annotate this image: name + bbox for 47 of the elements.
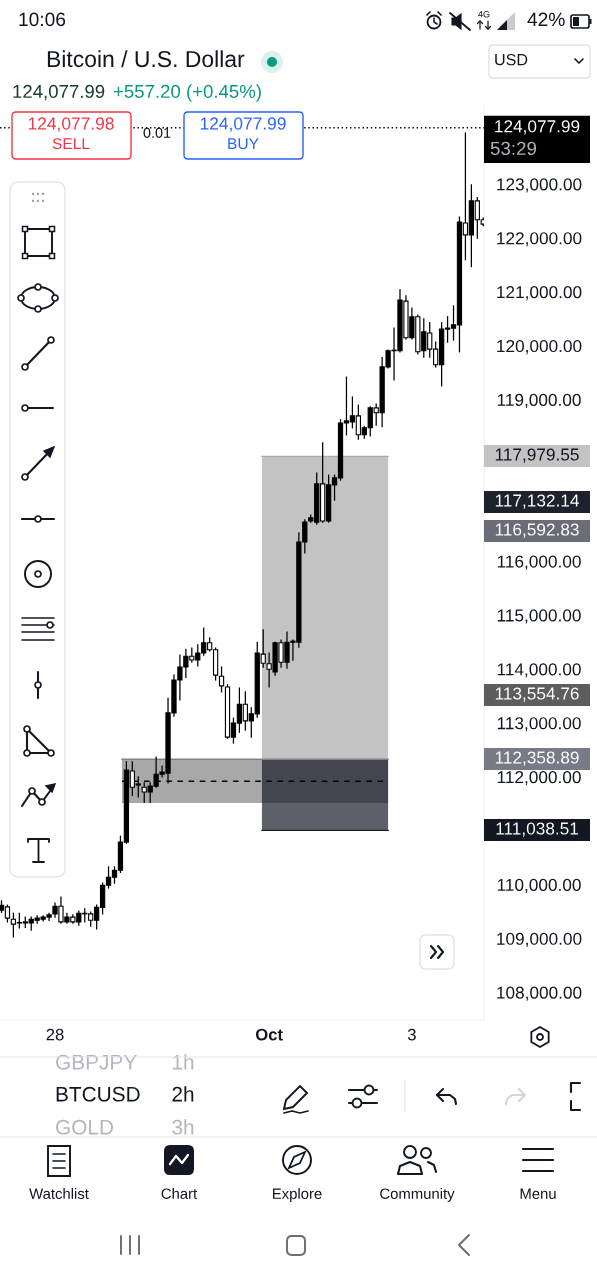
y-tick-label: 123,000.00	[497, 178, 582, 193]
y-tick-label: 116,000.00	[497, 555, 581, 570]
y-tick-label: 121,000.00	[497, 286, 582, 301]
y-tick-label: 108,000.00	[497, 986, 582, 1001]
text: 4G	[478, 11, 490, 18]
text: 124,077.99	[495, 120, 580, 135]
ref-line-label: 124,077.99	[200, 117, 286, 132]
text: 116,592.83	[495, 523, 579, 538]
y-tick-label: 109,000.00	[497, 932, 582, 947]
text: 117,979.55	[495, 448, 579, 463]
text: 53:29	[490, 141, 537, 156]
chart-title: Bitcoin / U.S. Dollar	[47, 50, 245, 68]
y-tick-label: 112,000.00	[497, 771, 581, 786]
text: Explore	[273, 1188, 322, 1202]
text: Chart	[161, 1188, 198, 1199]
y-tick-label: 119,000.00	[497, 393, 581, 409]
text: 42%	[527, 12, 565, 27]
annotation: BUY	[228, 138, 259, 150]
x-tick-label: Oct	[255, 1028, 283, 1041]
text: Menu	[520, 1188, 556, 1199]
text: USD	[495, 53, 528, 66]
x-tick-label: 3	[407, 1028, 416, 1041]
text: 3h	[172, 1119, 194, 1135]
y-tick-label: 114,000.00	[497, 663, 581, 678]
text: Watchlist	[29, 1188, 89, 1199]
text: GOLD	[56, 1119, 114, 1135]
text: 10:06	[19, 12, 66, 27]
annotation: 124,077.98	[28, 117, 114, 132]
text: Community	[380, 1188, 455, 1202]
y-tick-label: 120,000.00	[497, 339, 582, 355]
text: 112,358.89	[495, 751, 579, 766]
text: +557.20 (+0.45%)	[113, 84, 261, 102]
y-tick-label: 122,000.00	[497, 232, 582, 247]
text: BTCUSD	[56, 1086, 140, 1102]
text: 113,554.76	[495, 687, 579, 702]
annotation: 0.01	[143, 127, 171, 138]
y-tick-label: 115,000.00	[497, 609, 581, 624]
y-tick-label: 110,000.00	[497, 878, 581, 894]
text: 1h	[173, 1054, 194, 1070]
y-tick-label: 113,000.00	[497, 717, 581, 732]
x-tick-label: 28	[46, 1028, 64, 1041]
text: GBPJPY	[56, 1054, 137, 1070]
text: 111,038.51	[496, 822, 578, 837]
text: 117,132.14	[495, 494, 579, 509]
annotation: SELL	[52, 138, 90, 150]
text: 2h	[172, 1086, 194, 1102]
chart-subtitle: 124,077.99	[13, 84, 105, 101]
